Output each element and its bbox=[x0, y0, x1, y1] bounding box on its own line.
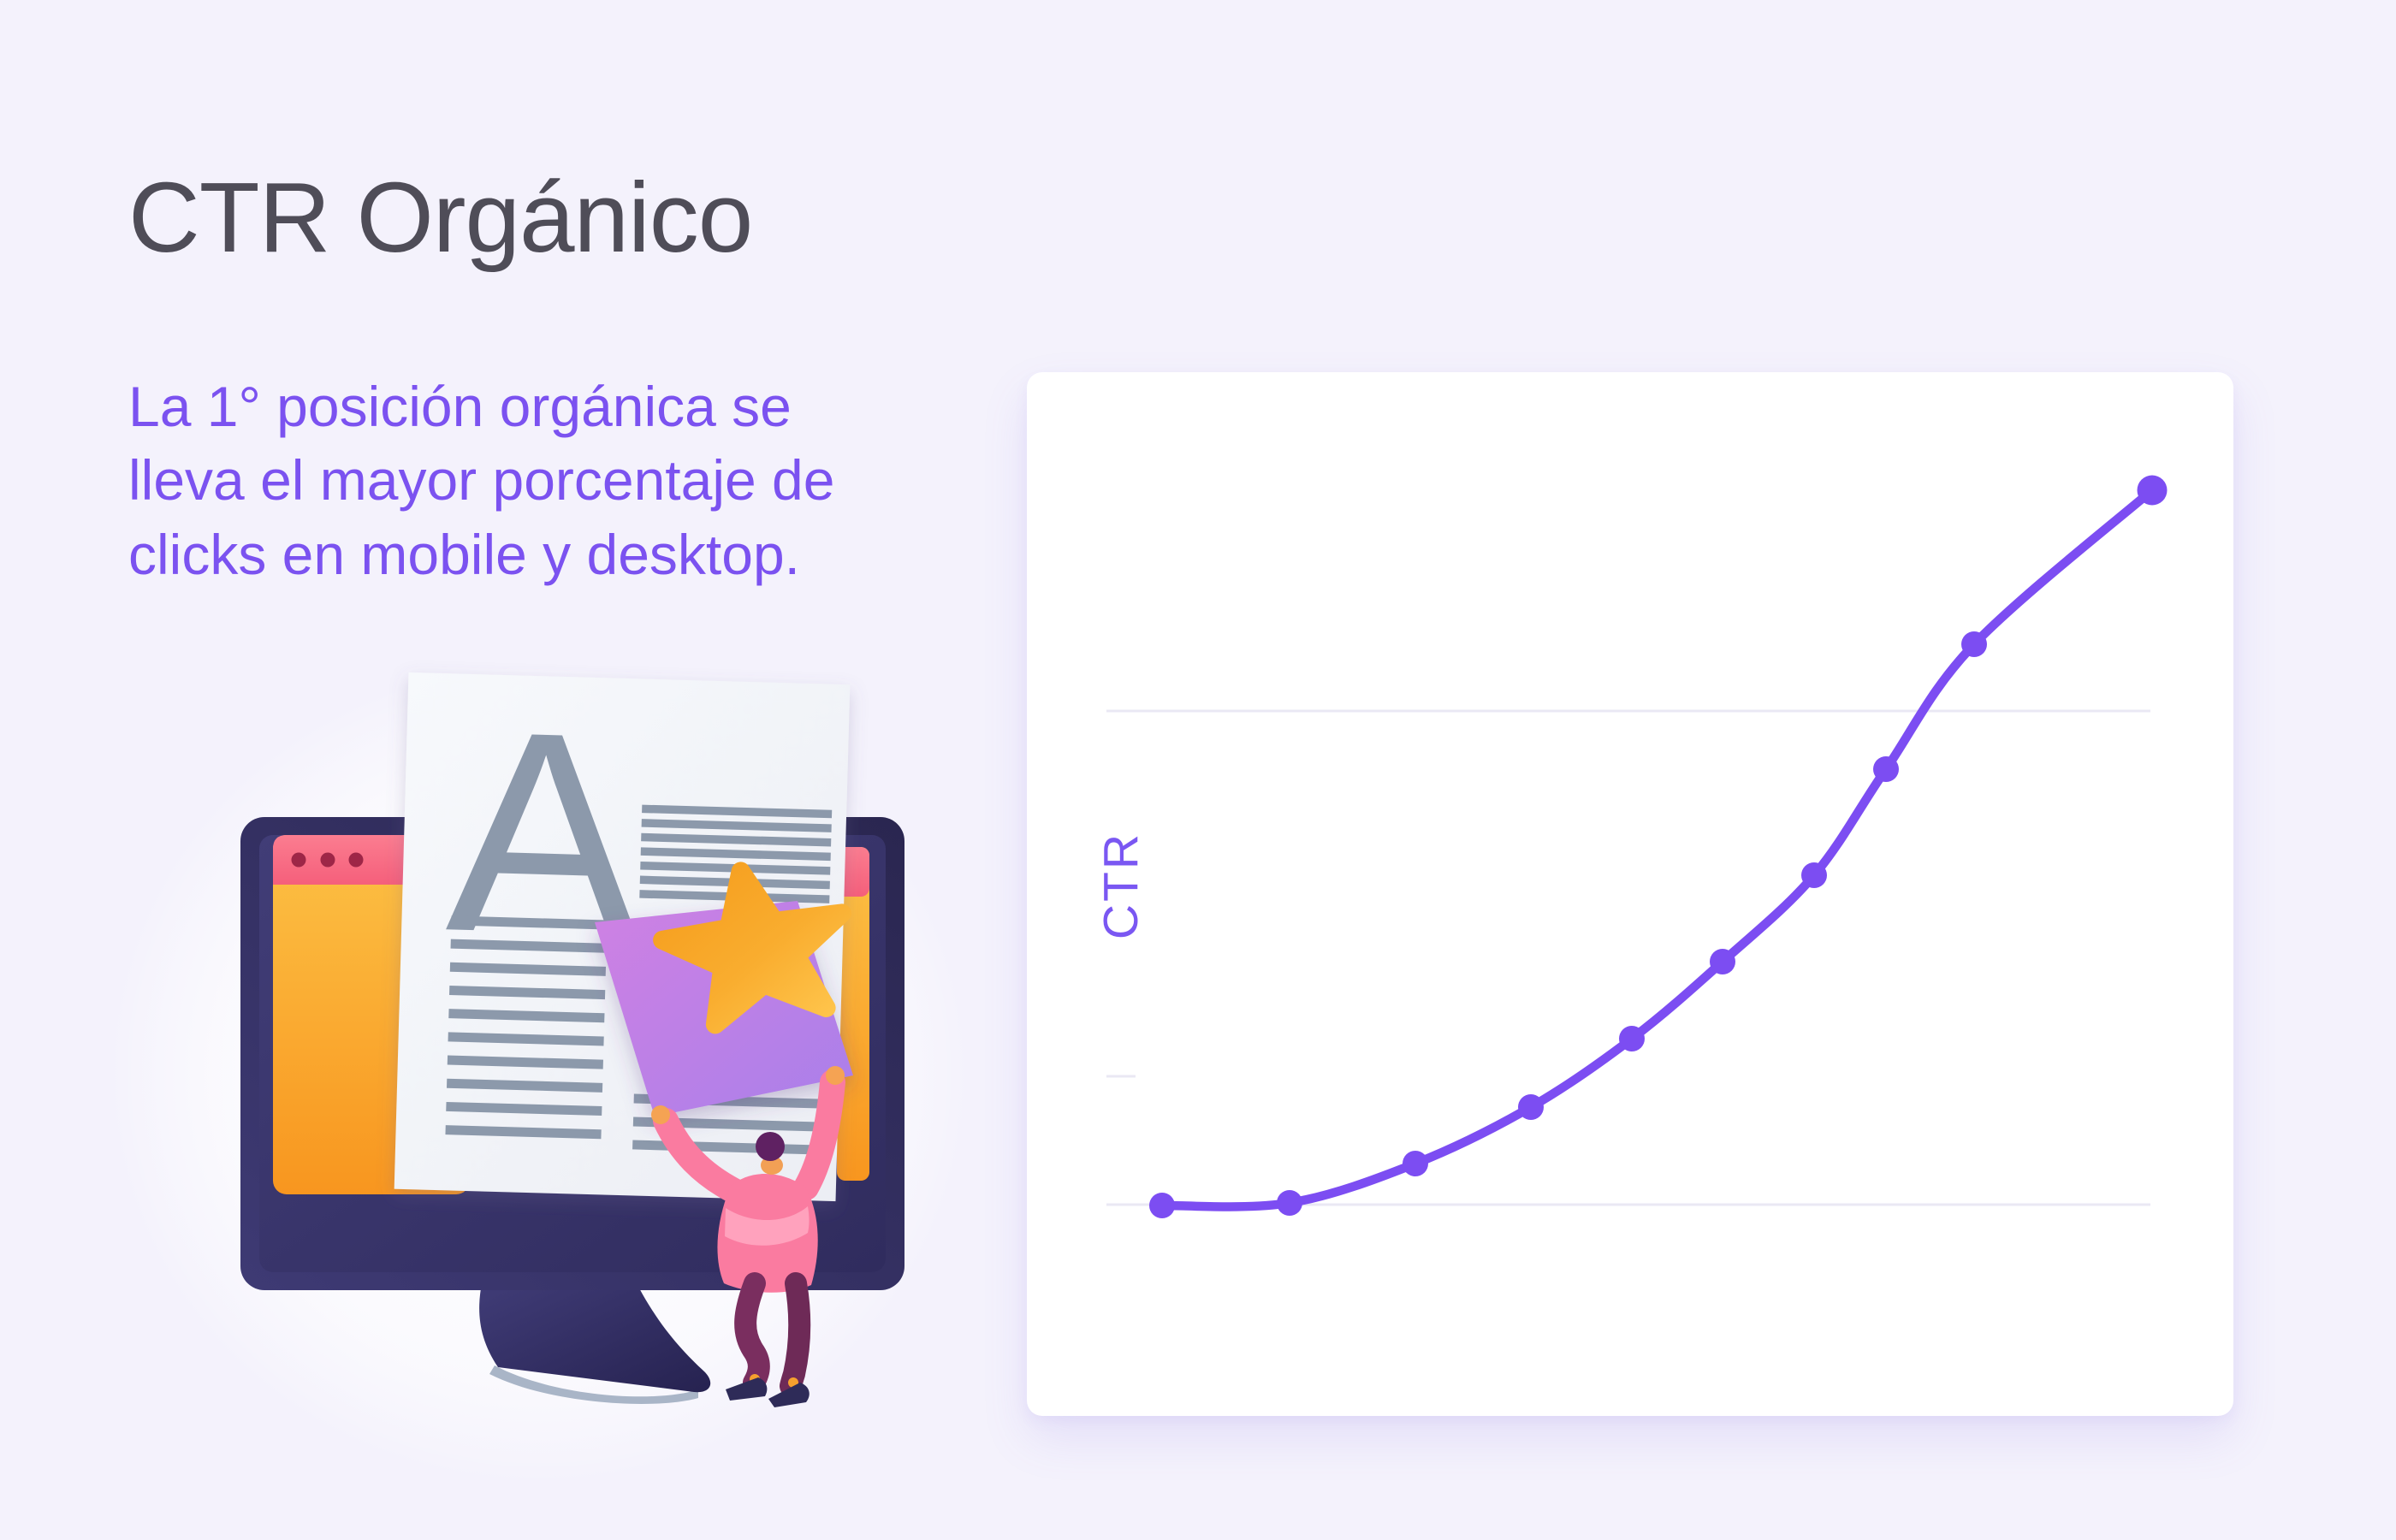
ctr-chart: CTR bbox=[1094, 475, 2168, 1218]
window-dot bbox=[291, 852, 306, 868]
person-shirt-highlight bbox=[725, 1206, 810, 1246]
person-hand bbox=[651, 1105, 670, 1124]
window-dot bbox=[320, 852, 335, 868]
intro-text: La 1° posición orgánica se lleva el mayo… bbox=[128, 370, 834, 591]
intro-line: clicks en mobile y desktop. bbox=[128, 522, 801, 586]
data-point bbox=[1801, 862, 1827, 888]
data-point bbox=[1403, 1151, 1428, 1176]
person-hand bbox=[826, 1066, 845, 1085]
data-point bbox=[1619, 1026, 1645, 1051]
ctr-line bbox=[1157, 485, 2157, 1211]
data-point bbox=[1518, 1094, 1544, 1120]
data-point bbox=[1277, 1190, 1302, 1216]
person-hair bbox=[756, 1132, 785, 1161]
data-point bbox=[1961, 631, 1987, 657]
data-point bbox=[1710, 949, 1735, 974]
person bbox=[651, 1066, 845, 1407]
data-point bbox=[1149, 1193, 1175, 1218]
ctr-chart-card: CTR bbox=[1027, 372, 2233, 1416]
y-axis-label: CTR bbox=[1094, 832, 1148, 939]
monitor-stand bbox=[479, 1283, 711, 1404]
person-arm bbox=[793, 1069, 845, 1200]
person-shoe bbox=[726, 1377, 768, 1401]
intro-line: La 1° posición orgánica se bbox=[128, 375, 792, 438]
page-title: CTR Orgánico bbox=[128, 162, 753, 273]
intro-line: lleva el mayor porcentaje de bbox=[128, 448, 835, 512]
person-neck bbox=[761, 1156, 783, 1175]
purple-card bbox=[595, 862, 853, 1116]
monitor-document-star-illustration: A bbox=[111, 661, 971, 1486]
window-dot bbox=[348, 852, 364, 868]
person-leg bbox=[734, 1272, 770, 1394]
data-point bbox=[1873, 756, 1899, 782]
data-point bbox=[2137, 475, 2168, 506]
person-leg bbox=[780, 1272, 811, 1397]
person-shoe bbox=[768, 1383, 810, 1407]
star-icon bbox=[653, 862, 851, 1034]
person-arm bbox=[653, 1108, 747, 1204]
